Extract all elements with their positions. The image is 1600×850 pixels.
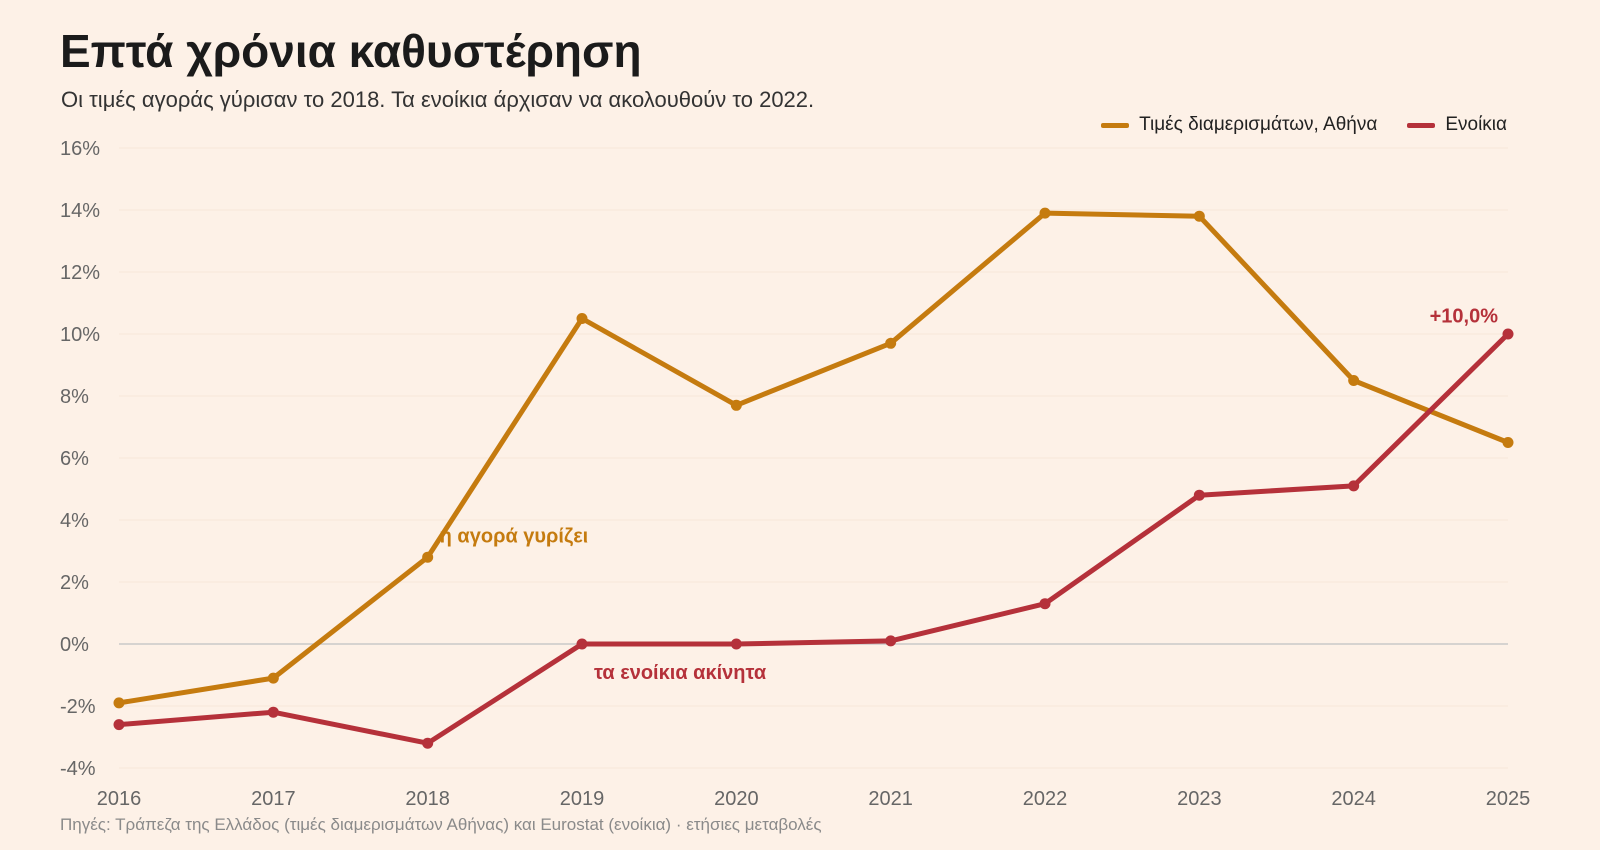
- x-tick-label: 2024: [1331, 788, 1376, 810]
- data-point-series-1: [1502, 328, 1514, 340]
- y-tick-label: -4%: [60, 758, 96, 780]
- x-tick-label: 2022: [1023, 788, 1068, 810]
- data-point-series-0: [1039, 207, 1051, 219]
- data-point-series-0: [422, 551, 434, 563]
- page-title: Επτά χρόνια καθυστέρηση: [60, 25, 642, 77]
- data-point-series-0: [267, 672, 279, 684]
- legend-label-prices: Τιμές διαμερισμάτων, Αθήνα: [1139, 114, 1378, 135]
- data-point-series-1: [576, 638, 588, 650]
- page-subtitle: Οι τιμές αγοράς γύρισαν το 2018. Τα ενοί…: [61, 87, 815, 112]
- legend-item-rents: Ενοίκια: [1407, 114, 1507, 136]
- data-point-series-1: [885, 635, 897, 647]
- x-tick-label: 2017: [251, 788, 296, 810]
- data-point-series-0: [730, 399, 742, 411]
- y-tick-label: 12%: [60, 262, 100, 284]
- x-tick-label: 2020: [714, 788, 759, 810]
- annotation-label: +10,0%: [1430, 305, 1499, 327]
- data-point-series-0: [576, 313, 588, 324]
- series-line-1: [116, 331, 1511, 746]
- annotation-label: τα ενοίκια ακίνητα: [594, 662, 767, 684]
- y-tick-label: 10%: [60, 324, 100, 346]
- y-tick-label: -2%: [60, 696, 96, 718]
- y-tick-label: 0%: [60, 634, 89, 656]
- data-point-series-0: [1502, 437, 1514, 448]
- data-point-series-1: [1193, 489, 1205, 501]
- grid-layer: [119, 147, 1508, 769]
- x-tick-label: 2023: [1177, 788, 1222, 810]
- data-point-series-0: [1193, 210, 1205, 222]
- legend-label-rents: Ενοίκια: [1445, 114, 1507, 135]
- data-point-series-0: [885, 337, 897, 349]
- y-tick-label: 16%: [60, 138, 100, 160]
- data-point-series-0: [113, 697, 125, 709]
- data-point-series-0: [1348, 375, 1360, 386]
- y-tick-label: 6%: [60, 448, 89, 470]
- legend-item-prices: Τιμές διαμερισμάτων, Αθήνα: [1101, 114, 1377, 136]
- x-tick-label: 2018: [405, 788, 450, 810]
- source-note: Πηγές: Τράπεζα της Ελλάδος (τιμές διαμερ…: [60, 815, 822, 834]
- data-point-series-1: [730, 638, 742, 650]
- legend-swatch-prices: [1101, 122, 1130, 128]
- x-tick-label: 2021: [868, 788, 913, 810]
- data-point-series-1: [113, 719, 125, 731]
- data-point-series-1: [267, 706, 279, 718]
- axis-layer: -4% -2% 0% 2% 4% 6% 8% 10% 12% 14% 16% 2016 2017 2018…: [60, 138, 1530, 810]
- series-layer: [113, 207, 1514, 749]
- data-point-series-1: [422, 737, 434, 749]
- y-tick-label: 14%: [60, 200, 100, 222]
- data-point-series-1: [1039, 598, 1051, 610]
- legend-swatch-rents: [1407, 122, 1436, 128]
- annotation-layer: η αγορά γυρίζει τα ενοίκια ακίνητα +10,0%: [440, 305, 1499, 684]
- x-tick-label: 2025: [1486, 788, 1531, 810]
- annotation-label: η αγορά γυρίζει: [440, 526, 589, 548]
- chart-legend: Τιμές διαμερισμάτων, Αθήνα Ενοίκια: [1101, 114, 1507, 136]
- y-tick-label: 8%: [60, 386, 89, 408]
- y-tick-label: 2%: [60, 572, 89, 594]
- x-tick-label: 2019: [560, 788, 605, 810]
- data-point-series-1: [1348, 480, 1360, 492]
- y-tick-label: 4%: [60, 510, 89, 532]
- x-tick-label: 2016: [97, 788, 142, 810]
- series-line-0: [116, 210, 1511, 706]
